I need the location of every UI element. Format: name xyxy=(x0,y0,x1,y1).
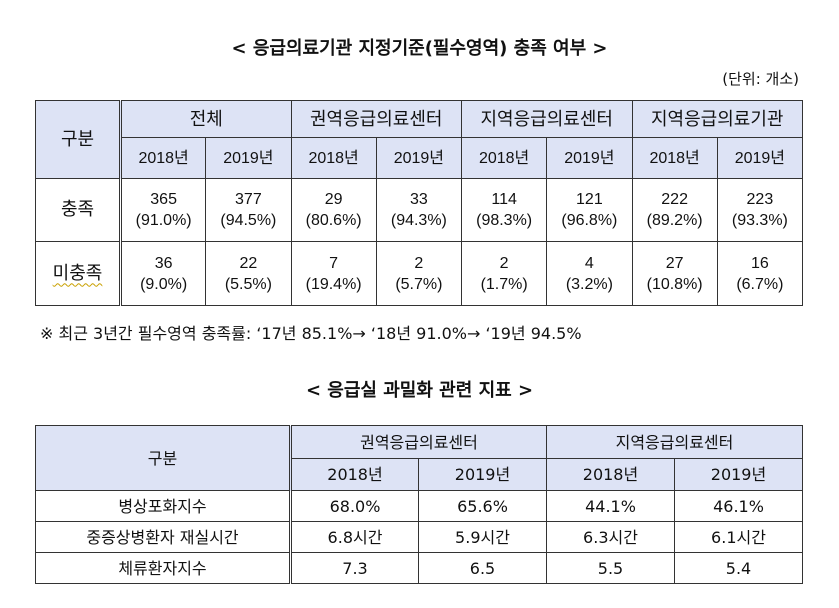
data-cell: 65.6% xyxy=(418,490,547,522)
year-header: 2019년 xyxy=(418,458,547,491)
year-header: 2018년 xyxy=(119,137,207,179)
data-cell: 7.3 xyxy=(290,552,419,584)
data-cell: 5.4 xyxy=(674,552,803,584)
year-header: 2019년 xyxy=(375,137,463,179)
count-value: 365 xyxy=(150,191,177,208)
data-cell: 6.3시간 xyxy=(546,521,675,553)
data-cell: 377 (94.5%) xyxy=(205,178,292,242)
count-value: 223 xyxy=(746,191,774,208)
year-header: 2019년 xyxy=(205,137,292,179)
data-cell: 29 (80.6%) xyxy=(290,178,377,242)
count-value: 16 xyxy=(750,254,769,272)
fulfillment-table: 구분 전체 권역응급의료센터 지역응급의료센터 지역응급의료기관 2018년 20… xyxy=(35,100,804,306)
data-cell: 121 (96.8%) xyxy=(546,178,633,242)
data-cell: 365 (91.0%) xyxy=(119,178,207,242)
data-cell: 6.1시간 xyxy=(674,521,803,553)
percent-value: (98.3%) xyxy=(476,212,533,229)
percent-value: (93.3%) xyxy=(731,212,788,229)
count-value: 2 xyxy=(414,254,424,272)
percent-value: (5.7%) xyxy=(395,275,443,293)
row-label-text: 충족 xyxy=(60,199,95,219)
count-value: 36 xyxy=(154,254,173,272)
count-value: 29 xyxy=(324,191,343,208)
data-cell: 4 (3.2%) xyxy=(546,241,633,306)
percent-value: (94.3%) xyxy=(390,212,447,229)
data-cell: 36 (9.0%) xyxy=(119,241,207,306)
year-header: 2018년 xyxy=(290,137,377,179)
percent-value: (94.5%) xyxy=(220,212,277,229)
data-cell: 6.8시간 xyxy=(290,521,419,553)
count-value: 22 xyxy=(239,254,258,272)
data-cell: 2 (1.7%) xyxy=(460,241,548,306)
group-header: 지역응급의료센터 xyxy=(546,425,803,459)
count-value: 2 xyxy=(499,254,509,272)
year-header: 2018년 xyxy=(460,137,548,179)
count-value: 4 xyxy=(584,254,594,272)
percent-value: (96.8%) xyxy=(561,212,618,229)
year-header: 2018년 xyxy=(631,137,718,179)
row-label: 체류환자지수 xyxy=(35,552,292,584)
data-cell: 7 (19.4%) xyxy=(290,241,377,306)
data-cell: 5.5 xyxy=(546,552,675,584)
table2-title: < 응급실 과밀화 관련 지표 > xyxy=(305,380,534,401)
data-cell: 68.0% xyxy=(290,490,419,522)
percent-value: (9.0%) xyxy=(140,275,188,293)
corner-header: 구분 xyxy=(35,100,122,179)
corner-header: 구분 xyxy=(35,425,292,491)
data-cell: 5.9시간 xyxy=(418,521,547,553)
percent-value: (10.8%) xyxy=(646,275,703,293)
count-value: 377 xyxy=(235,191,262,208)
percent-value: (3.2%) xyxy=(565,275,613,293)
unit-label: (단위: 개소) xyxy=(722,70,799,88)
data-cell: 22 (5.5%) xyxy=(205,241,292,306)
percent-value: (91.0%) xyxy=(135,212,192,229)
percent-value: (80.6%) xyxy=(305,212,362,229)
data-cell: 44.1% xyxy=(546,490,675,522)
group-header: 권역응급의료센터 xyxy=(290,425,547,459)
year-header: 2019년 xyxy=(546,137,633,179)
group-header: 전체 xyxy=(120,100,292,138)
count-value: 222 xyxy=(661,191,688,208)
overcrowding-table: 구분 권역응급의료센터 지역응급의료센터 2018년 2019년 2018년 2019… xyxy=(35,425,803,584)
percent-value: (6.7%) xyxy=(736,275,784,293)
row-label-text: 미충족 xyxy=(52,262,103,283)
data-cell: 222 (89.2%) xyxy=(631,178,718,242)
year-header: 2018년 xyxy=(546,458,675,491)
data-cell: 6.5 xyxy=(418,552,547,584)
count-value: 27 xyxy=(665,254,684,272)
footnote: ※ 최근 3년간 필수영역 충족률: ‘17년 85.1%→ ‘18년 91.0… xyxy=(40,324,582,343)
data-cell: 27 (10.8%) xyxy=(631,241,718,306)
data-cell: 16 (6.7%) xyxy=(716,241,804,306)
data-cell: 33 (94.3%) xyxy=(375,178,463,242)
count-value: 7 xyxy=(329,254,339,272)
percent-value: (5.5%) xyxy=(224,275,272,293)
percent-value: (89.2%) xyxy=(646,212,703,229)
year-header: 2019년 xyxy=(716,137,804,179)
row-label: 충족 xyxy=(35,178,122,242)
group-header: 지역응급의료센터 xyxy=(461,100,633,138)
row-label: 병상포화지수 xyxy=(35,490,292,522)
year-header: 2018년 xyxy=(290,458,419,491)
year-header: 2019년 xyxy=(674,458,803,491)
data-cell: 223 (93.3%) xyxy=(716,178,804,242)
group-header: 지역응급의료기관 xyxy=(631,100,803,138)
count-value: 114 xyxy=(491,191,517,208)
table1-title: < 응급의료기관 지정기준(필수영역) 충족 여부 > xyxy=(231,38,608,59)
data-cell: 2 (5.7%) xyxy=(375,241,463,306)
count-value: 33 xyxy=(409,191,428,208)
row-label: 미충족 xyxy=(35,241,122,306)
row-label: 중증상병환자 재실시간 xyxy=(35,521,292,553)
data-cell: 46.1% xyxy=(674,490,803,522)
percent-value: (19.4%) xyxy=(305,275,362,293)
percent-value: (1.7%) xyxy=(480,275,528,293)
group-header: 권역응급의료센터 xyxy=(290,100,462,138)
count-value: 121 xyxy=(576,191,603,208)
data-cell: 114 (98.3%) xyxy=(460,178,548,242)
